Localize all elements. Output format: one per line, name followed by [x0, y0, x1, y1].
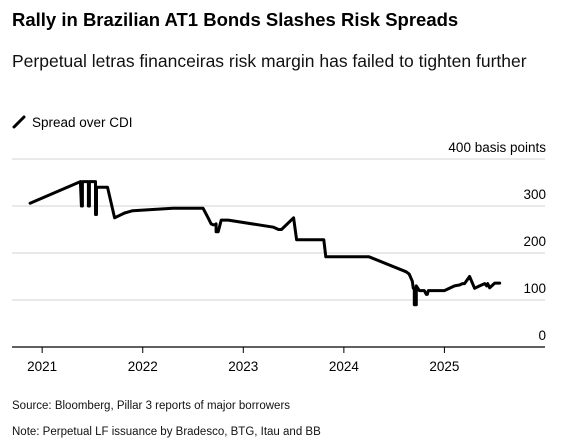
y-tick-label: 300	[523, 187, 546, 202]
x-tick-label: 2022	[128, 359, 158, 374]
source-note: Source: Bloomberg, Pillar 3 reports of m…	[12, 400, 291, 412]
x-axis: 2021 2022 2023 2024 2025	[12, 346, 545, 374]
x-tick-label: 2023	[228, 359, 258, 374]
y-tick-label: 400 basis points	[448, 140, 546, 155]
legend-series-label: Spread over CDI	[32, 114, 133, 130]
legend: Spread over CDI	[12, 113, 133, 131]
x-tick-label: 2025	[429, 359, 459, 374]
chart-title: Rally in Brazilian AT1 Bonds Slashes Ris…	[12, 9, 459, 30]
y-tick-label: 200	[523, 234, 546, 249]
series-line-0	[28, 180, 502, 307]
grid-lines	[12, 158, 545, 301]
y-tick-label: 0	[538, 328, 546, 343]
x-tick-label: 2021	[27, 359, 57, 374]
y-axis-tick-labels: 0 100 200 300 400 basis points	[448, 140, 546, 343]
series-lines	[28, 180, 502, 307]
legend-line-swatch-icon	[12, 115, 26, 129]
footnote: Note: Perpetual LF issuance by Bradesco,…	[12, 426, 321, 438]
x-tick-label: 2024	[329, 359, 360, 374]
y-tick-label: 100	[523, 281, 546, 296]
chart-subtitle: Perpetual letras financeiras risk margin…	[12, 51, 527, 71]
